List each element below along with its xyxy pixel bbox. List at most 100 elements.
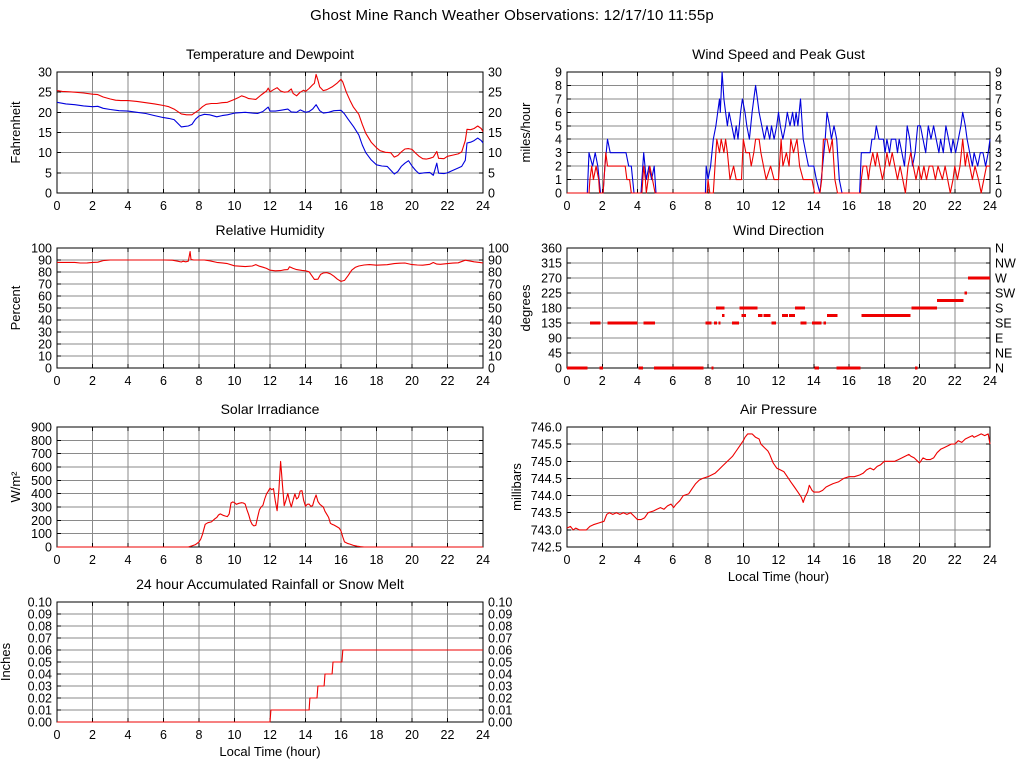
y-axis-label-wind_speed: miles/hour bbox=[518, 102, 533, 163]
y-tick-label-right: 8 bbox=[995, 79, 1002, 93]
y-tick-label: 10 bbox=[38, 146, 52, 160]
y-tick-label-right: 0.00 bbox=[488, 716, 512, 730]
x-tick-label: 2 bbox=[599, 199, 606, 213]
y-tick-label: 0.05 bbox=[28, 656, 52, 670]
y-tick-label-right: 3 bbox=[995, 146, 1002, 160]
y-tick-label-right: 2 bbox=[995, 160, 1002, 174]
y-tick-label: 900 bbox=[31, 421, 52, 435]
y-tick-label: 0 bbox=[555, 362, 562, 376]
y-tick-label: 5 bbox=[45, 166, 52, 180]
y-tick-label-right: 20 bbox=[488, 338, 502, 352]
x-tick-label: 24 bbox=[476, 374, 490, 388]
chart-humidity: 0 2 4 6 8 10 12 14 16 18 20 22 240102030405060708090… bbox=[8, 222, 509, 388]
x-tick-label: 10 bbox=[228, 374, 242, 388]
x-tick-label: 8 bbox=[196, 553, 203, 567]
y-tick-label: 4 bbox=[555, 133, 562, 147]
y-tick-label-right: 0.06 bbox=[488, 644, 512, 658]
y-tick-label: 80 bbox=[38, 266, 52, 280]
y-axis-label-temperature: Fahrenheit bbox=[8, 101, 23, 164]
series-solar-irradiance bbox=[57, 460, 483, 548]
y-tick-label-right: 100 bbox=[488, 242, 509, 256]
y-tick-label-right: 0.04 bbox=[488, 668, 512, 682]
x-tick-label: 18 bbox=[877, 199, 891, 213]
x-tick-label: 8 bbox=[196, 199, 203, 213]
x-axis-label: Local Time (hour) bbox=[728, 569, 829, 584]
y-tick-label: 30 bbox=[38, 66, 52, 80]
y-tick-label: 180 bbox=[541, 302, 562, 316]
series-peak-gust bbox=[567, 71, 991, 194]
y-tick-label: 742.5 bbox=[531, 541, 562, 555]
y-tick-label-right: 0.08 bbox=[488, 620, 512, 634]
y-tick-label: 745.5 bbox=[531, 438, 562, 452]
x-tick-label: 4 bbox=[634, 199, 641, 213]
x-tick-label: 12 bbox=[263, 199, 277, 213]
y-tick-label: 0.00 bbox=[28, 716, 52, 730]
x-tick-label: 24 bbox=[476, 199, 490, 213]
x-tick-label: 8 bbox=[705, 553, 712, 567]
y-tick-label: 225 bbox=[541, 287, 562, 301]
x-tick-label: 10 bbox=[228, 553, 242, 567]
y-tick-label-right: 10 bbox=[488, 146, 502, 160]
x-tick-label: 22 bbox=[948, 374, 962, 388]
y-tick-label: 0 bbox=[555, 187, 562, 201]
chart-title-solar: Solar Irradiance bbox=[221, 401, 320, 417]
x-tick-label: 16 bbox=[334, 553, 348, 567]
x-tick-label: 2 bbox=[89, 728, 96, 742]
series-wind-speed bbox=[567, 138, 990, 194]
x-tick-label: 24 bbox=[983, 199, 997, 213]
y-tick-label: 400 bbox=[31, 487, 52, 501]
compass-label: NW bbox=[995, 257, 1016, 271]
x-tick-label: 14 bbox=[299, 553, 313, 567]
y-tick-label-right: 80 bbox=[488, 266, 502, 280]
chart-title-wind_direction: Wind Direction bbox=[733, 222, 824, 238]
x-tick-label: 18 bbox=[877, 553, 891, 567]
x-tick-label: 4 bbox=[125, 374, 132, 388]
y-tick-label: 90 bbox=[38, 254, 52, 268]
y-tick-label-right: 0.09 bbox=[488, 608, 512, 622]
y-tick-label: 500 bbox=[31, 474, 52, 488]
compass-label: N bbox=[995, 242, 1004, 256]
y-tick-label: 45 bbox=[548, 347, 562, 361]
x-tick-label: 2 bbox=[89, 374, 96, 388]
x-tick-label: 20 bbox=[405, 199, 419, 213]
y-tick-label: 25 bbox=[38, 86, 52, 100]
x-tick-label: 0 bbox=[564, 374, 571, 388]
y-tick-label-right: 0.10 bbox=[488, 596, 512, 610]
x-tick-label: 14 bbox=[299, 728, 313, 742]
x-tick-label: 14 bbox=[299, 374, 313, 388]
x-tick-label: 6 bbox=[160, 199, 167, 213]
y-tick-label-right: 4 bbox=[995, 133, 1002, 147]
x-tick-label: 8 bbox=[705, 199, 712, 213]
chart-rainfall: 0 2 4 6 8 10 12 14 16 18 20 22 240.000.010.020.030.0… bbox=[0, 576, 512, 759]
compass-label: SW bbox=[995, 287, 1015, 301]
x-tick-label: 2 bbox=[599, 553, 606, 567]
x-tick-label: 12 bbox=[263, 374, 277, 388]
x-tick-label: 16 bbox=[334, 199, 348, 213]
y-tick-label: 360 bbox=[541, 242, 562, 256]
x-tick-label: 0 bbox=[54, 199, 61, 213]
y-tick-label: 0 bbox=[45, 362, 52, 376]
y-tick-label: 746.0 bbox=[531, 421, 562, 435]
y-tick-label: 50 bbox=[38, 302, 52, 316]
y-axis-label-humidity: Percent bbox=[8, 285, 23, 330]
x-tick-label: 12 bbox=[263, 728, 277, 742]
y-tick-label-right: 0 bbox=[488, 187, 495, 201]
y-tick-label: 30 bbox=[38, 326, 52, 340]
y-tick-label-right: 15 bbox=[488, 126, 502, 140]
x-tick-label: 22 bbox=[441, 199, 455, 213]
y-tick-label: 745.0 bbox=[531, 455, 562, 469]
y-tick-label-right: 5 bbox=[488, 166, 495, 180]
y-tick-label: 0.03 bbox=[28, 680, 52, 694]
x-tick-label: 18 bbox=[370, 728, 384, 742]
y-tick-label: 743.5 bbox=[531, 506, 562, 520]
chart-title-wind_speed: Wind Speed and Peak Gust bbox=[692, 46, 865, 62]
x-tick-label: 16 bbox=[334, 374, 348, 388]
x-tick-label: 16 bbox=[842, 553, 856, 567]
y-tick-label: 20 bbox=[38, 106, 52, 120]
y-tick-label: 0.02 bbox=[28, 692, 52, 706]
series-temperature bbox=[56, 73, 484, 160]
y-tick-label: 0 bbox=[45, 187, 52, 201]
series-dewpoint bbox=[56, 101, 484, 176]
x-tick-label: 14 bbox=[807, 199, 821, 213]
x-tick-label: 20 bbox=[913, 199, 927, 213]
